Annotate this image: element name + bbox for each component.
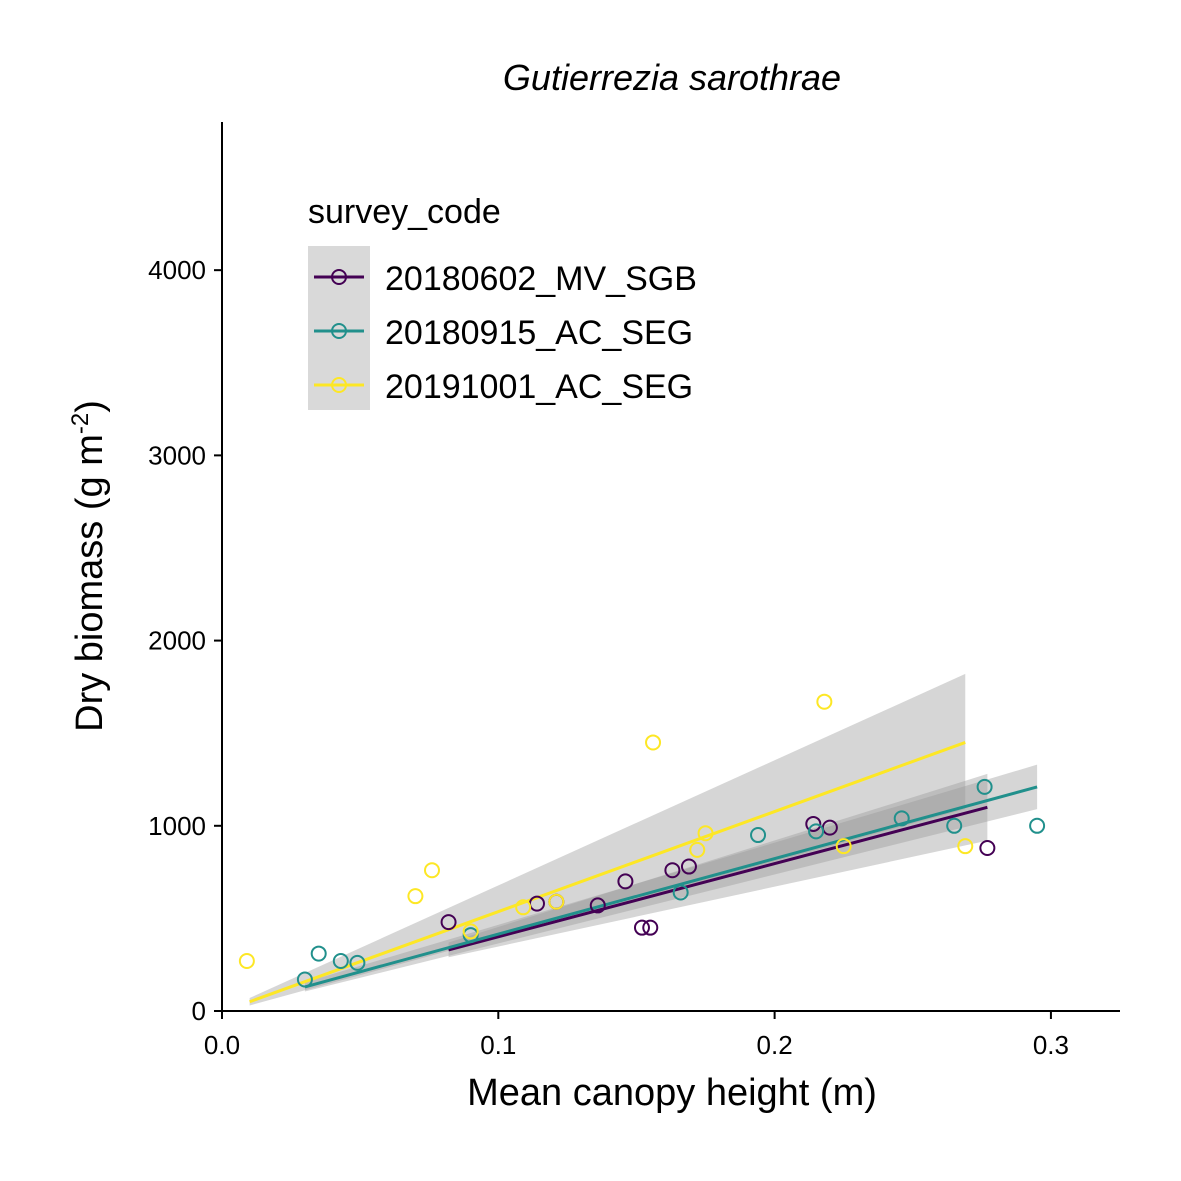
y-tick-label: 2000 <box>148 626 206 656</box>
y-axis-title: Dry biomass (g m-2) <box>67 400 111 732</box>
point-series-3-5 <box>515 899 532 916</box>
point-series-2-7 <box>750 827 767 844</box>
fit-lines <box>249 741 1038 1004</box>
x-tick-label: 0.0 <box>204 1030 240 1060</box>
point-series-1-10 <box>805 815 822 832</box>
legend-title: survey_code <box>308 193 501 231</box>
point-series-3-1 <box>238 952 255 969</box>
point-series-3-10 <box>816 693 833 710</box>
y-ticks: 0 1000 2000 3000 4000 <box>148 255 222 1026</box>
point-series-1-1 <box>440 914 457 931</box>
confidence-bands <box>249 673 1038 1006</box>
point-series-2-2 <box>310 945 327 962</box>
point-series-3-2 <box>407 888 424 905</box>
point-series-1-8 <box>664 862 681 879</box>
confidence-band-3 <box>249 673 966 1006</box>
x-ticks: 0.0 0.1 0.2 0.3 <box>204 1011 1069 1060</box>
x-tick-label: 0.3 <box>1033 1030 1069 1060</box>
legend-label: 20180915_AC_SEG <box>385 314 693 352</box>
point-series-3-7 <box>645 734 662 751</box>
point-series-3-11 <box>835 838 852 855</box>
point-series-2-11 <box>976 778 993 795</box>
point-series-3-3 <box>423 862 440 879</box>
legend-key-point <box>331 323 347 339</box>
point-series-2-8 <box>808 823 825 840</box>
point-series-2-10 <box>946 817 963 834</box>
y-axis-title-close: ) <box>69 400 111 413</box>
fit-line-3 <box>249 741 966 1004</box>
point-series-3-6 <box>548 893 565 910</box>
point-series-2-12 <box>1029 817 1046 834</box>
point-series-3-4 <box>462 923 479 940</box>
legend-label: 20191001_AC_SEG <box>385 368 693 406</box>
point-series-2-3 <box>332 952 349 969</box>
point-series-3-12 <box>957 838 974 855</box>
legend-key-point <box>331 269 347 285</box>
point-series-1-12 <box>979 840 996 857</box>
x-tick-label: 0.2 <box>757 1030 793 1060</box>
point-series-1-9 <box>680 858 697 875</box>
point-series-1-4 <box>589 897 606 914</box>
chart-title: Gutierrezia sarothrae <box>503 57 841 98</box>
fit-line-2 <box>304 785 1038 989</box>
point-series-3-8 <box>689 841 706 858</box>
legend: survey_code 20180602_MV_SGB 20180915_AC_S… <box>308 193 697 410</box>
x-axis-title: Mean canopy height (m) <box>467 1072 877 1114</box>
point-series-1-7 <box>642 919 659 936</box>
point-series-2-6 <box>672 884 689 901</box>
point-series-1-6 <box>633 919 650 936</box>
data-points <box>238 693 1046 988</box>
legend-key-background <box>308 246 370 410</box>
x-tick-label: 0.1 <box>480 1030 516 1060</box>
point-series-2-1 <box>296 971 313 988</box>
legend-items: 20180602_MV_SGB 20180915_AC_SEG 20191001_A… <box>314 260 697 406</box>
y-tick-label: 1000 <box>148 811 206 841</box>
fit-line-1 <box>448 805 988 952</box>
point-series-2-4 <box>349 954 366 971</box>
y-tick-label: 0 <box>192 996 206 1026</box>
legend-label: 20180602_MV_SGB <box>385 260 697 298</box>
legend-key-point <box>331 377 347 393</box>
point-series-1-5 <box>617 873 634 890</box>
point-series-3-9 <box>697 825 714 842</box>
y-tick-label: 3000 <box>148 440 206 470</box>
y-axis-title-main: Dry biomass (g m <box>69 434 111 732</box>
y-axis-title-superscript: -2 <box>67 413 94 434</box>
point-series-2-9 <box>893 810 910 827</box>
y-tick-label: 4000 <box>148 255 206 285</box>
